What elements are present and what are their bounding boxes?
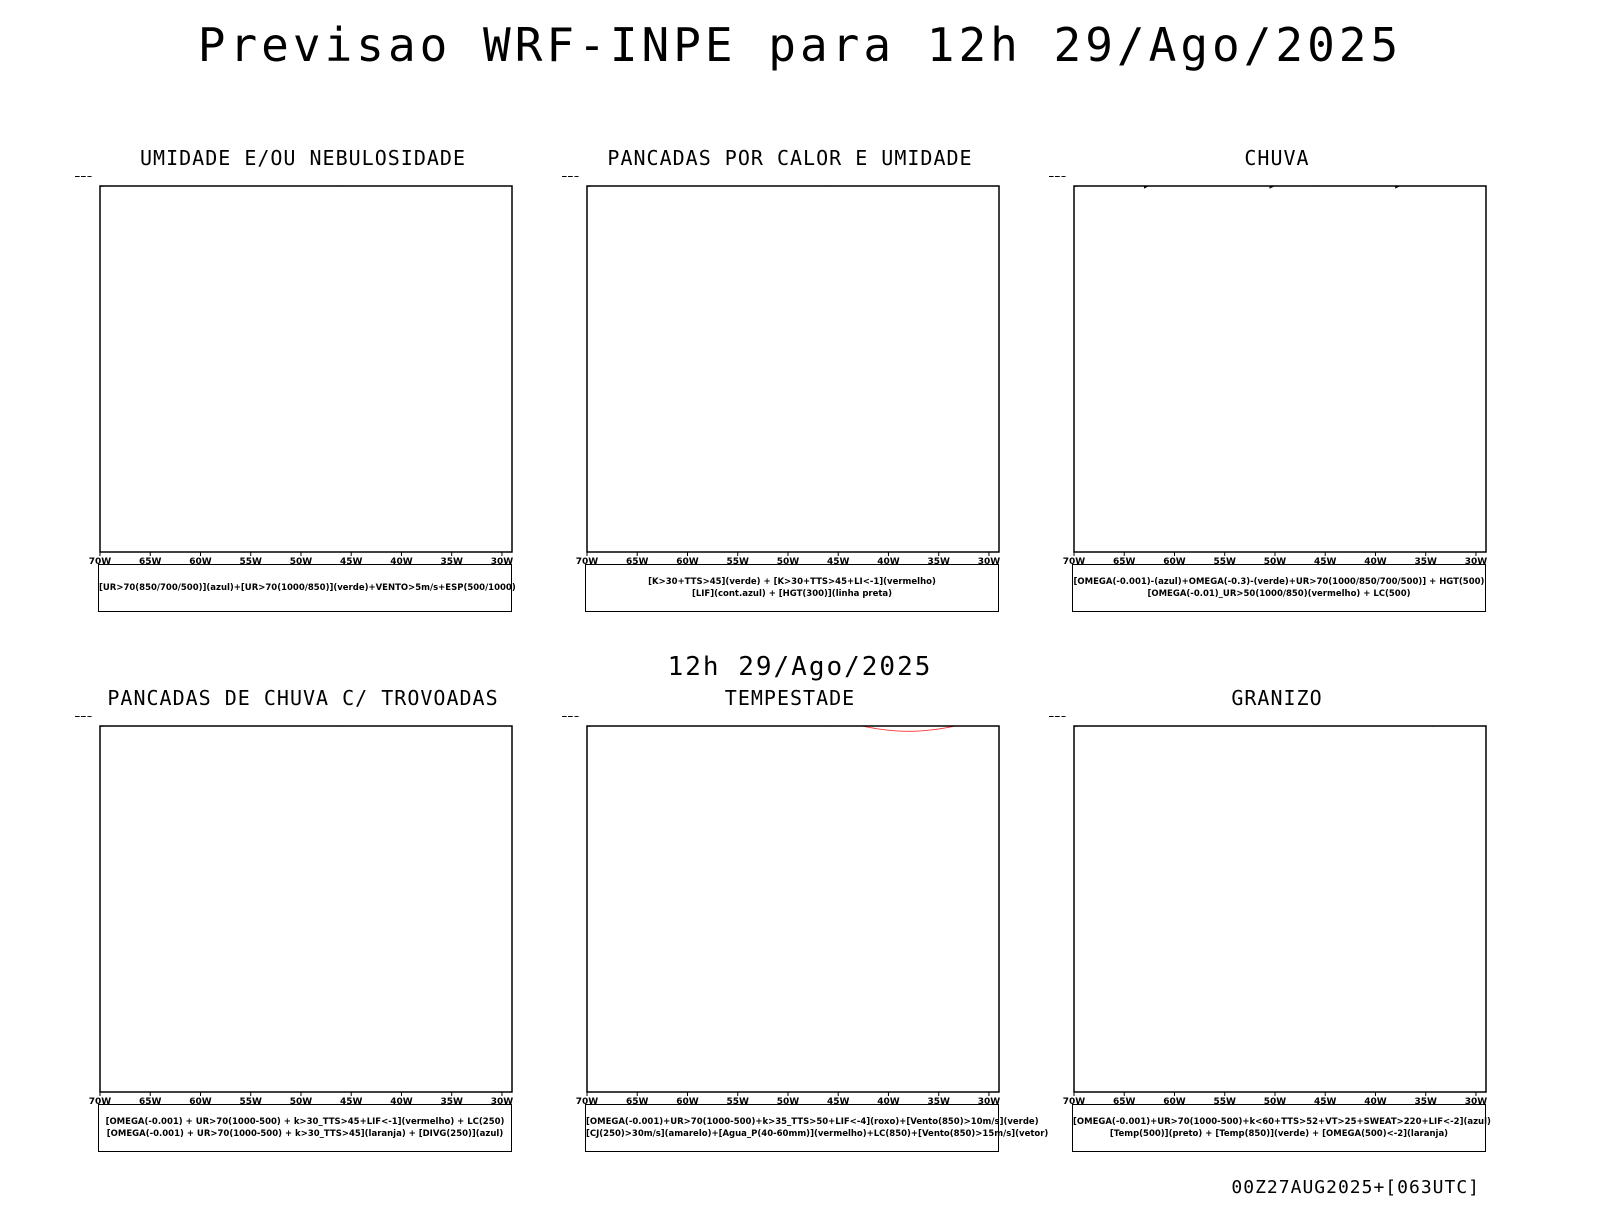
panel-legend: [UR>70(850/700/500)](azul)+[UR>70(1000/8…	[98, 564, 512, 612]
legend-line: [OMEGA(-0.001)+UR>70(1000-500)+k>35_TTS>…	[586, 1116, 998, 1128]
streamline	[642, 716, 675, 726]
panel-legend: [K>30+TTS>45](verde) + [K>30+TTS>45+LI<-…	[585, 564, 999, 612]
forecast-map: 9600960096009600952095209520944094409440…	[545, 176, 1035, 576]
panel-legend: [OMEGA(-0.001)+UR>70(1000-500)+k<60+TTS>…	[1072, 1104, 1486, 1152]
rain-cell	[1442, 176, 1444, 179]
flow-arrow	[1270, 176, 1275, 179]
flow-arrow	[421, 720, 427, 725]
instability-area	[587, 176, 901, 186]
streamline	[605, 716, 638, 726]
contour-line	[1407, 716, 1435, 727]
legend-line: [Temp(500)](preto) + [Temp(850)](verde) …	[1073, 1128, 1485, 1140]
panel-title: PANCADAS POR CALOR E UMIDADE	[545, 146, 1035, 170]
streamline	[1074, 176, 1476, 186]
panel-title: TEMPESTADE	[545, 686, 1035, 710]
streamline	[100, 716, 502, 726]
lat-tick-label: 12S	[561, 176, 580, 180]
legend-line: [OMEGA(-0.001)+UR>70(1000-500)+k<60+TTS>…	[1073, 1116, 1485, 1128]
panel-legend: [OMEGA(-0.001)-(azul)+OMEGA(-0.3)-(verde…	[1072, 564, 1486, 612]
streamline	[750, 716, 783, 726]
legend-line: [LIF](cont.azul) + [HGT(300)](linha pret…	[586, 588, 998, 600]
legend-line: [OMEGA(-0.01)_UR>50(1000/850)(vermelho) …	[1073, 588, 1485, 600]
main-title: Previsao WRF-INPE para 12h 29/Ago/2025	[0, 18, 1600, 72]
panel-trovoadas: PANCADAS DE CHUVA C/ TROVOADAS 12S15S18S2…	[58, 686, 548, 1206]
legend-line: [CJ(250)>30m/s](amarelo)+[Agua_P(40-60mm…	[586, 1128, 998, 1140]
forecast-map: 1016101210121012101610201024102010281016…	[58, 176, 548, 576]
streamline	[587, 716, 620, 726]
panel-title: UMIDADE E/OU NEBULOSIDADE	[58, 146, 548, 170]
panel-tempestade: TEMPESTADE 12S15S18S21S24S27S30S33S36S39S…	[545, 686, 1035, 1206]
streamline	[696, 716, 729, 726]
panel-legend: [OMEGA(-0.001) + UR>70(1000-500) + k>30_…	[98, 1104, 512, 1152]
panel-granizo: GRANIZO -9-12-15-12-15-18-12-9-612S15S18S…	[1032, 686, 1522, 1206]
panel-title: CHUVA	[1032, 146, 1522, 170]
streamline	[624, 716, 657, 726]
streamline	[660, 716, 693, 726]
legend-line: [K>30+TTS>45](verde) + [K>30+TTS>45+LI<-…	[586, 576, 998, 588]
panel-title: GRANIZO	[1032, 686, 1522, 710]
legend-line: [UR>70(850/700/500)](azul)+[UR>70(1000/8…	[99, 582, 511, 594]
lat-tick-label: 12S	[561, 716, 580, 720]
panel-pancadas-calor: PANCADAS POR CALOR E UMIDADE 960096009600…	[545, 146, 1035, 666]
rain-cell	[1391, 182, 1397, 185]
streamline	[1074, 176, 1476, 177]
streamline	[100, 716, 502, 723]
legend-line: [OMEGA(-0.001) + UR>70(1000-500) + k>30_…	[99, 1128, 511, 1140]
rain-cell	[1354, 179, 1358, 182]
lat-tick-label: 12S	[74, 716, 93, 720]
flow-arrow	[1143, 176, 1149, 178]
streamline	[768, 716, 801, 726]
panel-umidade: UMIDADE E/OU NEBULOSIDADE 101610121012101…	[58, 146, 548, 666]
lat-tick-label: 12S	[74, 176, 93, 180]
forecast-map: -9-12-15-12-15-18-12-9-612S15S18S21S24S2…	[1032, 716, 1522, 1116]
streamline	[786, 716, 819, 726]
lat-tick-label: 12S	[1048, 176, 1067, 180]
forecast-map: 12S15S18S21S24S27S30S33S36S39S42S70W65W6…	[545, 716, 1035, 1116]
streamline	[678, 716, 711, 726]
streamline	[732, 716, 765, 726]
forecast-map: 58258258257657957357357657312S15S18S21S2…	[1032, 176, 1522, 576]
panel-chuva: CHUVA 58258258257657957357357657312S15S18…	[1032, 146, 1522, 666]
forecast-map: 12S15S18S21S24S27S30S33S36S39S42S70W65W6…	[58, 716, 548, 1116]
legend-line: [OMEGA(-0.001)-(azul)+OMEGA(-0.3)-(verde…	[1073, 576, 1485, 588]
panel-legend: [OMEGA(-0.001)+UR>70(1000-500)+k>35_TTS>…	[585, 1104, 999, 1152]
streamline	[1074, 176, 1476, 186]
lat-tick-label: 12S	[1048, 716, 1067, 720]
panel-title: PANCADAS DE CHUVA C/ TROVOADAS	[58, 686, 548, 710]
streamline	[714, 716, 747, 726]
legend-line: [OMEGA(-0.001) + UR>70(1000-500) + k>30_…	[99, 1116, 511, 1128]
